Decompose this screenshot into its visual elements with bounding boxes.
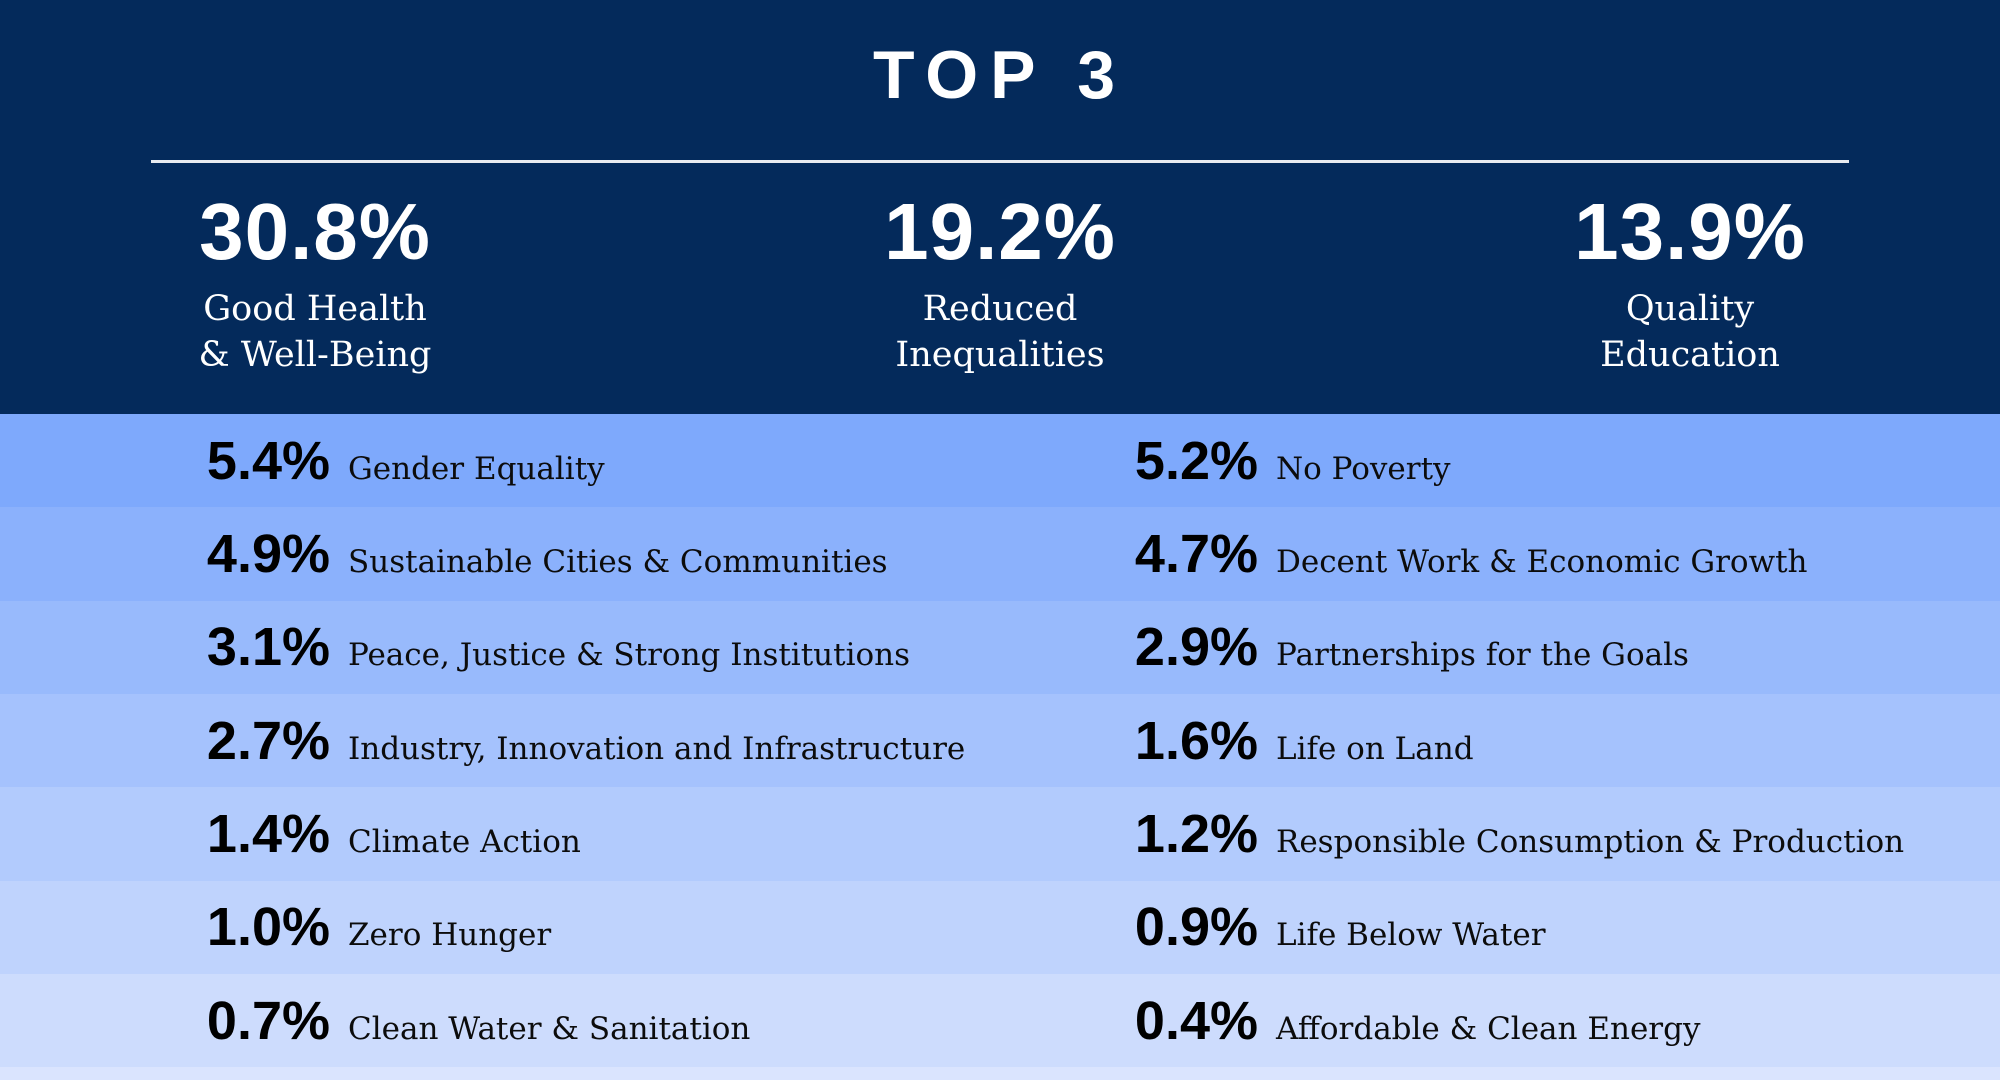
- goal-label: Climate Action: [348, 823, 581, 860]
- goal-rows: 5.4% Gender Equality 5.2% No Poverty 4.9…: [0, 414, 2000, 1080]
- stat-label: Quality Education: [1460, 286, 1920, 378]
- percent-value: 0.4%: [1134, 990, 1258, 1051]
- title-underline: [151, 160, 1849, 163]
- row-left-cell: 1.0% Zero Hunger: [150, 900, 551, 954]
- percent-value: 4.9%: [206, 523, 330, 584]
- goal-label: No Poverty: [1276, 450, 1451, 487]
- goal-label: Affordable & Clean Energy: [1276, 1010, 1701, 1047]
- row-left-cell: 1.4% Climate Action: [150, 807, 581, 861]
- percent-value: 4.7%: [1134, 523, 1258, 584]
- row-left-cell: 0.7% Clean Water & Sanitation: [150, 990, 751, 1051]
- goal-label: Sustainable Cities & Communities: [348, 543, 888, 580]
- top3-stat-good-health: 30.8% Good Health & Well-Being: [85, 192, 545, 378]
- stat-value: 30.8%: [199, 187, 431, 276]
- goal-label: Industry, Innovation and Infrastructure: [348, 730, 966, 767]
- row-right-cell: 5.2% No Poverty: [1078, 434, 1451, 488]
- goal-label: Life Below Water: [1276, 917, 1546, 954]
- table-row: 2.7% Industry, Innovation and Infrastruc…: [0, 693, 2000, 788]
- row-right-cell: 4.7% Decent Work & Economic Growth: [1078, 527, 1808, 581]
- goal-label: Clean Water & Sanitation: [348, 1010, 751, 1047]
- stat-label-line1: Reduced: [922, 289, 1078, 329]
- percent-value: 1.2%: [1134, 803, 1258, 864]
- row-right-cell: 2.9% Partnerships for the Goals: [1078, 620, 1689, 674]
- goal-label: Partnerships for the Goals: [1276, 637, 1689, 674]
- row-right-cell: 1.6% Life on Land: [1078, 714, 1474, 768]
- table-row: 5.4% Gender Equality 5.2% No Poverty: [0, 414, 2000, 508]
- percent-value: 1.0%: [206, 897, 330, 958]
- percent-value: 5.2%: [1134, 430, 1258, 491]
- percent-value: 1.6%: [1134, 710, 1258, 771]
- row-left-cell: 3.1% Peace, Justice & Strong Institution…: [150, 620, 910, 674]
- percent-value: 0.7%: [206, 990, 330, 1051]
- goal-label: Gender Equality: [348, 450, 605, 487]
- goal-label: Peace, Justice & Strong Institutions: [348, 637, 911, 674]
- table-row: 3.1% Peace, Justice & Strong Institution…: [0, 600, 2000, 694]
- percent-value: 0.9%: [1134, 897, 1258, 958]
- percent-value: 2.7%: [206, 710, 330, 771]
- row-right-cell: 1.2% Responsible Consumption & Productio…: [1078, 807, 1904, 861]
- table-row: 0.7% Clean Water & Sanitation 0.4% Affor…: [0, 973, 2000, 1068]
- goal-label: Responsible Consumption & Production: [1276, 823, 1905, 860]
- percent-value: 5.4%: [206, 430, 330, 491]
- stat-label-line1: Good Health: [203, 289, 427, 329]
- table-row: 1.0% Zero Hunger 0.9% Life Below Water: [0, 880, 2000, 974]
- percent-value: 1.4%: [206, 803, 330, 864]
- row-left-cell: 4.9% Sustainable Cities & Communities: [150, 527, 888, 581]
- page-title: TOP 3: [872, 37, 1128, 113]
- stat-value: 13.9%: [1574, 187, 1806, 276]
- stat-label-line2: Inequalities: [895, 335, 1105, 375]
- stat-label: Good Health & Well-Being: [85, 286, 545, 378]
- stat-label-line1: Quality: [1625, 289, 1755, 329]
- stat-label-line2: & Well-Being: [198, 335, 432, 375]
- bottom-strip: [0, 1067, 2000, 1080]
- table-row: 1.4% Climate Action 1.2% Responsible Con…: [0, 787, 2000, 881]
- percent-value: 2.9%: [1134, 617, 1258, 678]
- top3-stat-reduced-inequalities: 19.2% Reduced Inequalities: [770, 192, 1230, 378]
- row-right-cell: 0.4% Affordable & Clean Energy: [1078, 990, 1701, 1051]
- stat-label-line2: Education: [1600, 335, 1780, 375]
- row-left-cell: 5.4% Gender Equality: [150, 434, 605, 488]
- goal-label: Life on Land: [1276, 730, 1474, 767]
- stat-label: Reduced Inequalities: [770, 286, 1230, 378]
- percent-value: 3.1%: [206, 617, 330, 678]
- row-left-cell: 2.7% Industry, Innovation and Infrastruc…: [150, 714, 965, 768]
- top3-stat-quality-education: 13.9% Quality Education: [1460, 192, 1920, 378]
- goal-label: Zero Hunger: [348, 917, 552, 954]
- table-row: 4.9% Sustainable Cities & Communities 4.…: [0, 507, 2000, 601]
- goal-label: Decent Work & Economic Growth: [1276, 543, 1808, 580]
- stat-value: 19.2%: [884, 187, 1116, 276]
- top3-header: TOP 3 30.8% Good Health & Well-Being 19.…: [0, 0, 2000, 414]
- row-right-cell: 0.9% Life Below Water: [1078, 900, 1546, 954]
